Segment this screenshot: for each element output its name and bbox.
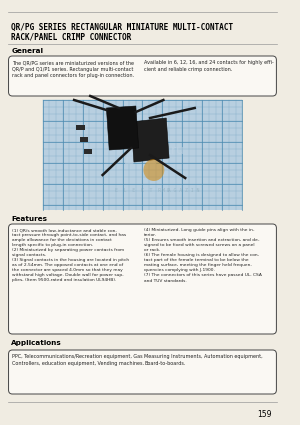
Text: K: K (123, 130, 158, 173)
Text: 159: 159 (257, 410, 272, 419)
Text: The QR/PG series are miniaturized versions of the
QR/P and Q1/P1 series. Rectang: The QR/PG series are miniaturized versio… (12, 60, 134, 78)
FancyBboxPatch shape (8, 224, 276, 334)
Text: (4) Miniaturized. Long guide pins align with the in-
terior.
(5) Ensures smooth : (4) Miniaturized. Long guide pins align … (144, 228, 262, 283)
Text: General: General (11, 48, 43, 54)
Text: QR/PG SERIES RECTANGULAR MINIATURE MULTI-CONTACT: QR/PG SERIES RECTANGULAR MINIATURE MULTI… (11, 23, 233, 32)
Text: .ru: .ru (167, 144, 184, 156)
FancyBboxPatch shape (8, 56, 276, 96)
Text: RACK/PANEL CRIMP CONNECTOR: RACK/PANEL CRIMP CONNECTOR (11, 32, 132, 41)
Text: Applications: Applications (11, 340, 62, 346)
Circle shape (143, 159, 164, 181)
Text: M A G A Z I N: M A G A Z I N (162, 187, 199, 193)
Bar (76, 125, 85, 130)
Text: (1) QR/s smooth low-inductance and stable con-
tact pressure through point-to-si: (1) QR/s smooth low-inductance and stabl… (12, 228, 130, 283)
Text: Measuring Instruments, Automation equipment,
Board-to-boards.: Measuring Instruments, Automation equipm… (144, 354, 263, 366)
Bar (80, 137, 88, 142)
Polygon shape (131, 118, 169, 162)
Bar (43, 100, 242, 210)
Text: Features: Features (11, 216, 47, 222)
Text: Available in 6, 12, 16, and 24 contacts for highly effi-
cient and reliable crim: Available in 6, 12, 16, and 24 contacts … (144, 60, 274, 71)
FancyBboxPatch shape (8, 350, 276, 394)
Text: PPC, Telecommunications/Recreation equipment, Gas
Controllers, education equipme: PPC, Telecommunications/Recreation equip… (12, 354, 144, 366)
Text: E  L  E  K  T  R  O: E L E K T R O (115, 187, 170, 193)
Polygon shape (106, 106, 139, 150)
Bar (84, 149, 92, 154)
